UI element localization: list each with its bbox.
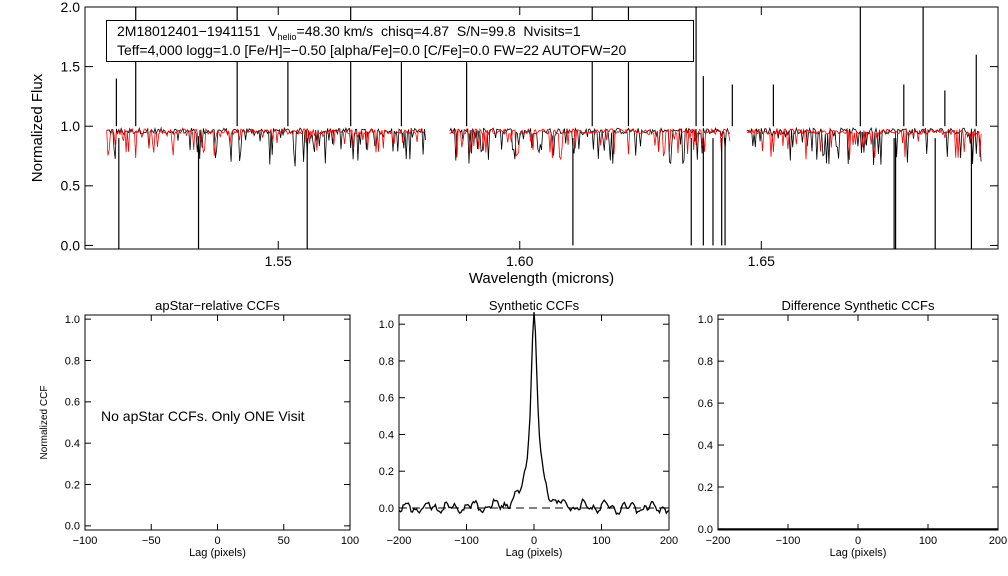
plot-frame-0	[84, 6, 999, 250]
y-tick-label-0-4: 2.0	[61, 0, 81, 15]
spectrum-line-model-0	[106, 127, 426, 159]
sn-value: S/N=99.8	[456, 23, 516, 39]
spectrum-info-box: 2M18012401−1941151 Vhelio=48.30 km/s chi…	[106, 20, 694, 62]
panel-title-2: Synthetic CCFs	[489, 298, 580, 313]
y-tick-label-2-0: 0.0	[379, 503, 394, 515]
y-tick-label-0-1: 0.5	[61, 178, 81, 194]
y-tick-label-1-1: 0.2	[65, 479, 80, 491]
y-tick-label-0-3: 1.5	[61, 59, 81, 75]
y-tick-label-2-1: 0.2	[379, 466, 394, 478]
y-axis-label-0: Normalized Flux	[29, 73, 46, 182]
plot-frame-3	[717, 314, 999, 531]
x-tick-label-3-1: −100	[776, 535, 801, 547]
star-id: 2M18012401−1941151	[117, 23, 261, 39]
info-line-1: 2M18012401−1941151 Vhelio=48.30 km/s chi…	[117, 23, 693, 42]
y-axis-label-1: Normalized CCF	[39, 386, 50, 460]
x-tick-label-2-2: 0	[531, 535, 537, 547]
y-tick-label-1-2: 0.4	[65, 438, 80, 450]
panel-title-3: Difference Synthetic CCFs	[782, 298, 935, 313]
x-tick-label-1-3: 50	[278, 535, 290, 547]
y-tick-label-3-0: 0.0	[698, 524, 713, 536]
x-tick-label-0-1: 1.60	[506, 253, 533, 269]
no-ccf-annotation: No apStar CCFs. Only ONE Visit	[101, 408, 305, 424]
vhelio-value: =48.30 km/s	[296, 23, 374, 39]
y-tick-label-1-5: 1.0	[65, 314, 80, 326]
y-tick-label-3-4: 0.8	[698, 356, 713, 368]
spectrum-line-model-1	[449, 127, 731, 161]
x-tick-label-3-3: 100	[919, 535, 937, 547]
x-tick-label-1-0: −100	[73, 535, 98, 547]
info-line-2: Teff=4,000 logg=1.0 [Fe/H]=−0.50 [alpha/…	[117, 42, 627, 58]
y-tick-label-1-4: 0.8	[65, 355, 80, 367]
y-tick-label-0-2: 1.0	[61, 118, 81, 134]
spectrum-line-model-2	[746, 127, 982, 160]
vhelio-symbol: V	[268, 23, 278, 39]
x-axis-label-2: Lag (pixels)	[506, 547, 563, 559]
x-tick-label-1-2: 0	[214, 535, 220, 547]
chisq-value: chisq=4.87	[380, 23, 450, 39]
y-tick-label-3-2: 0.4	[698, 440, 713, 452]
ccf-line	[398, 312, 670, 516]
x-tick-label-1-4: 100	[341, 535, 359, 547]
y-tick-label-1-3: 0.6	[65, 397, 80, 409]
y-tick-label-0-0: 0.0	[61, 237, 81, 253]
y-tick-label-3-1: 0.2	[698, 482, 713, 494]
nvisits-value: Nvisits=1	[523, 23, 581, 39]
spectrum-line-observed-1	[449, 127, 731, 165]
y-tick-label-2-5: 1.0	[379, 319, 394, 331]
x-axis-label-1: Lag (pixels)	[189, 547, 246, 559]
x-tick-label-2-0: −200	[387, 535, 412, 547]
x-tick-label-0-2: 1.65	[748, 253, 775, 269]
x-axis-label-0: Wavelength (microns)	[469, 270, 614, 287]
y-tick-label-2-2: 0.4	[379, 429, 394, 441]
x-tick-label-3-2: 0	[855, 535, 861, 547]
x-tick-label-1-1: −50	[142, 535, 161, 547]
x-tick-label-3-4: 200	[989, 535, 1007, 547]
y-tick-label-2-4: 0.8	[379, 356, 394, 368]
y-tick-label-3-5: 1.0	[698, 314, 713, 326]
x-tick-label-2-1: −100	[454, 535, 479, 547]
y-tick-label-3-3: 0.6	[698, 398, 713, 410]
x-tick-label-3-0: −200	[706, 535, 731, 547]
x-tick-label-2-3: 100	[592, 535, 610, 547]
plot-frame-2	[398, 314, 670, 531]
y-tick-label-1-0: 0.0	[65, 521, 80, 533]
spectrum-line-observed-2	[746, 126, 982, 166]
x-tick-label-0-0: 1.55	[265, 253, 292, 269]
vhelio-subscript: helio	[277, 32, 297, 42]
panel-title-1: apStar−relative CCFs	[155, 298, 280, 313]
x-axis-label-3: Lag (pixels)	[830, 547, 887, 559]
x-tick-label-2-4: 200	[660, 535, 678, 547]
y-tick-label-2-3: 0.6	[379, 393, 394, 405]
